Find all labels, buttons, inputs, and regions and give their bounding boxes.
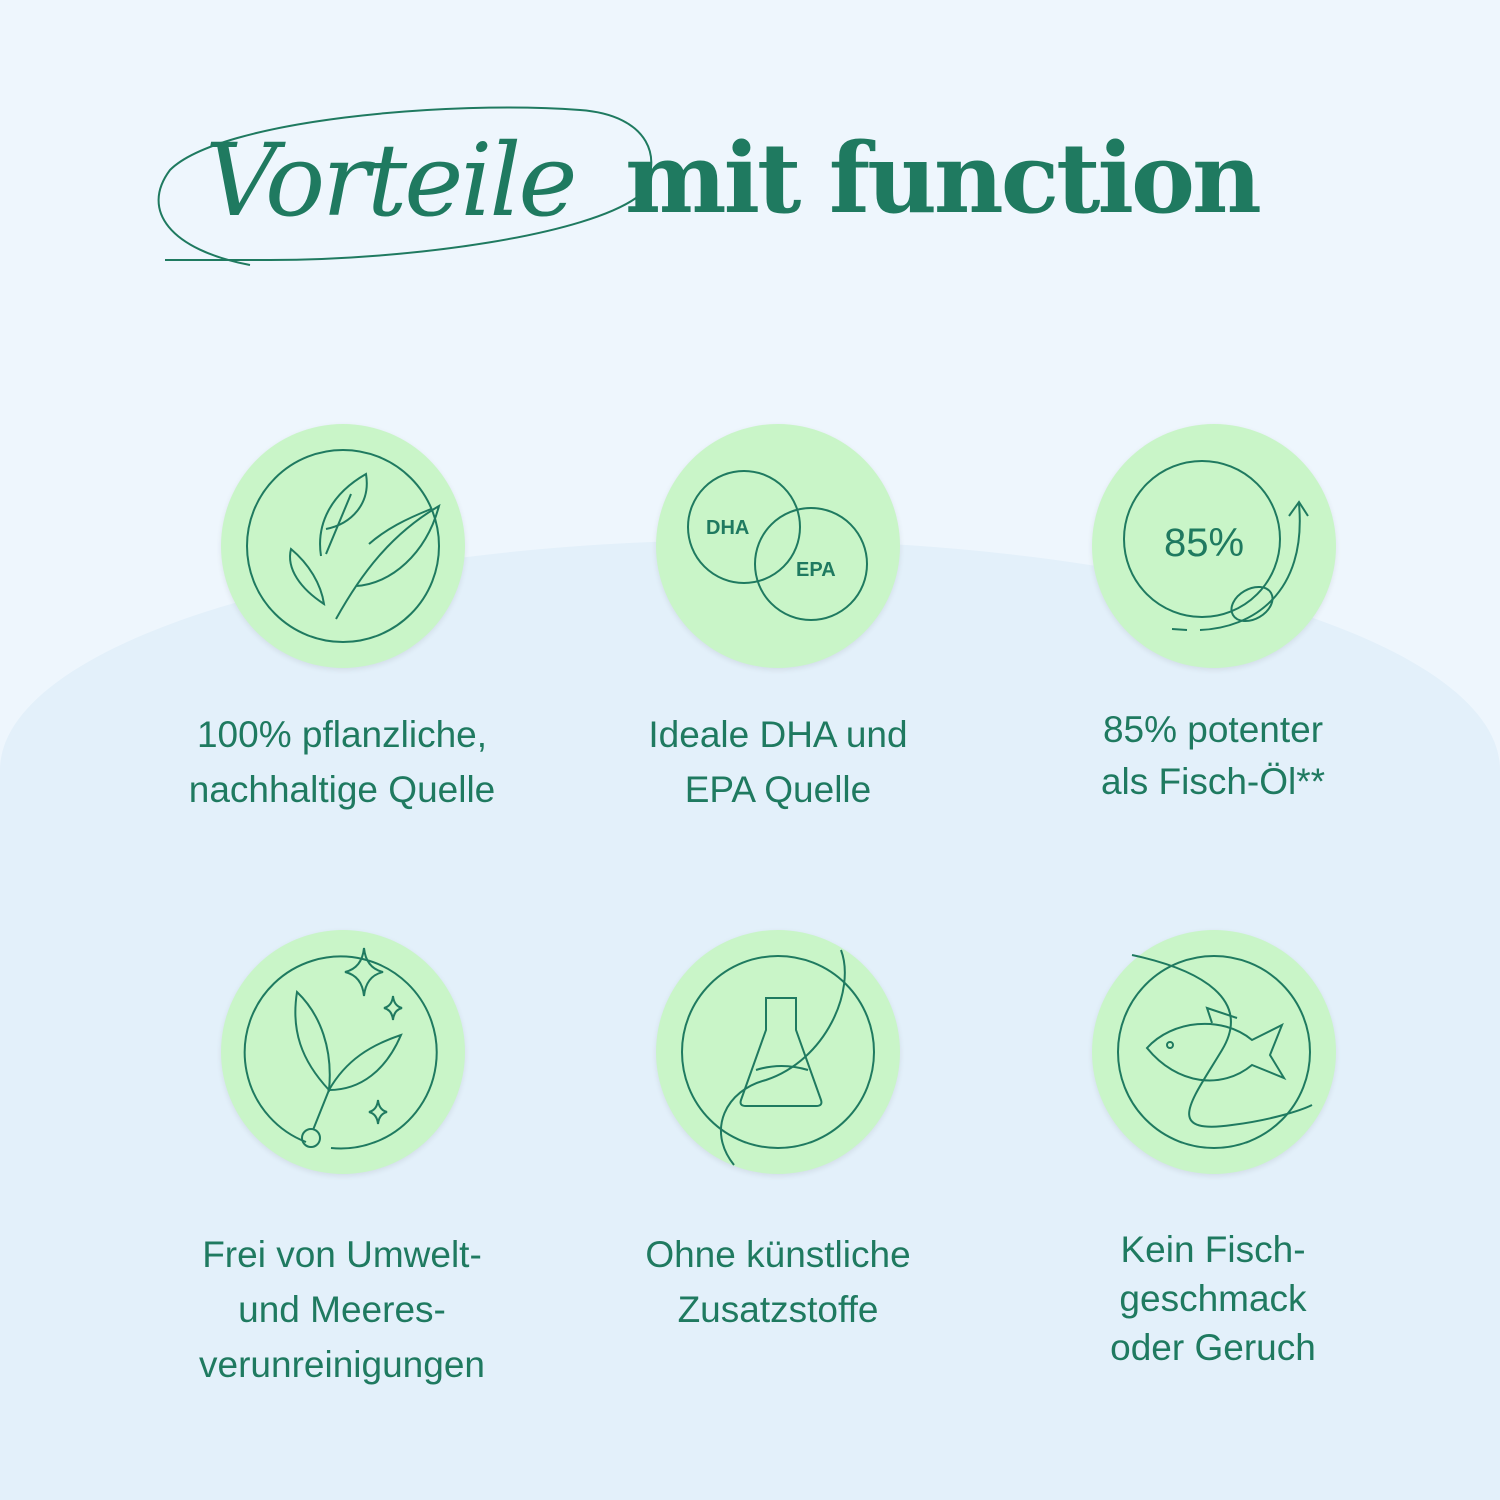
benefit-label: Frei von Umwelt-und Meeres-verunreinigun… [199, 1234, 485, 1385]
percent-text: 85% [1164, 521, 1244, 565]
benefit-label: Ideale DHA und EPA Quelle [648, 714, 908, 810]
title-italic: Vorteile [205, 122, 578, 239]
fish-icon [1092, 930, 1336, 1174]
dha-epa-venn-icon: DHA EPA [656, 424, 900, 668]
percent-arrow-icon: 85% [1092, 424, 1336, 668]
benefit-label: 85% potenter als Fisch-Öl** [1100, 709, 1326, 802]
benefit-label: 100% pflanzliche, nachhaltige Quelle [188, 714, 496, 810]
leaves-icon [221, 424, 465, 668]
flask-icon [656, 930, 900, 1174]
benefit-label: Kein Fisch-geschmack oder Geruch [1110, 1229, 1316, 1368]
title-oval-swoosh [157, 106, 653, 266]
sparkling-leaf-icon [221, 930, 465, 1174]
dha-text: DHA [706, 517, 749, 539]
benefit-label: Ohne künstliche Zusatzstoffe [645, 1234, 911, 1330]
epa-text: EPA [796, 559, 836, 581]
title-bold: mit function [625, 122, 1262, 235]
